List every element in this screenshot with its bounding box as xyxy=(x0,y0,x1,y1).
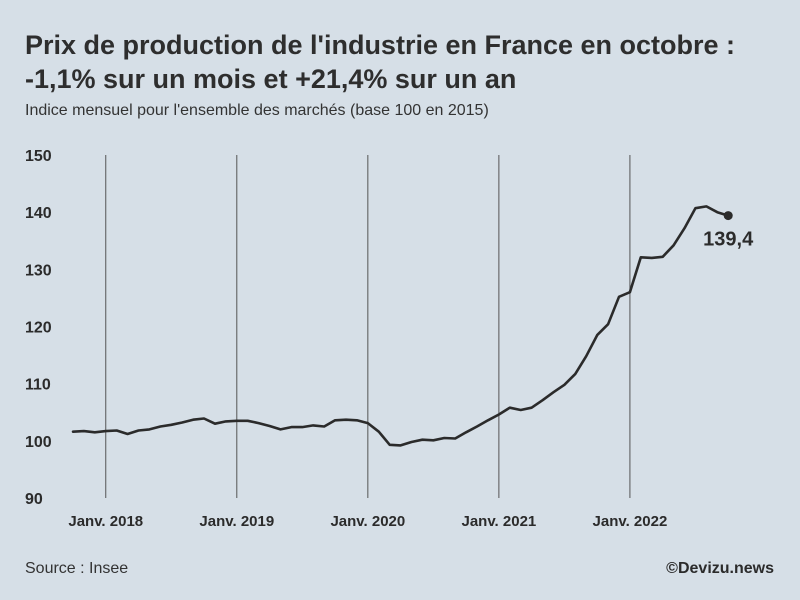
end-value-label: 139,4 xyxy=(703,229,754,251)
x-tick-label: Janv. 2019 xyxy=(199,513,274,530)
credit-logo: ©Devizu.news xyxy=(666,560,774,577)
x-tick-label: Janv. 2018 xyxy=(68,513,143,530)
title-line-1: Prix de production de l'industrie en Fra… xyxy=(25,30,736,60)
x-tick-label: Janv. 2020 xyxy=(330,513,405,530)
y-tick-label: 90 xyxy=(25,491,43,508)
title-line-2: -1,1% sur un mois et +21,4% sur un an xyxy=(25,64,517,94)
end-point-marker xyxy=(723,211,733,221)
x-tick-label: Janv. 2021 xyxy=(461,513,536,530)
series-line xyxy=(71,205,730,447)
y-tick-label: 130 xyxy=(25,262,52,279)
chart-subtitle: Indice mensuel pour l'ensemble des march… xyxy=(25,102,489,119)
y-tick-label: 110 xyxy=(25,377,51,394)
y-tick-label: 120 xyxy=(25,320,52,337)
y-tick-label: 140 xyxy=(25,205,52,222)
y-tick-label: 100 xyxy=(25,434,52,451)
chart-title: Prix de production de l'industrie en Fra… xyxy=(25,28,785,96)
x-tick-label: Janv. 2022 xyxy=(593,513,668,530)
y-tick-label: 150 xyxy=(25,148,52,165)
source-note: Source : Insee xyxy=(25,560,129,577)
